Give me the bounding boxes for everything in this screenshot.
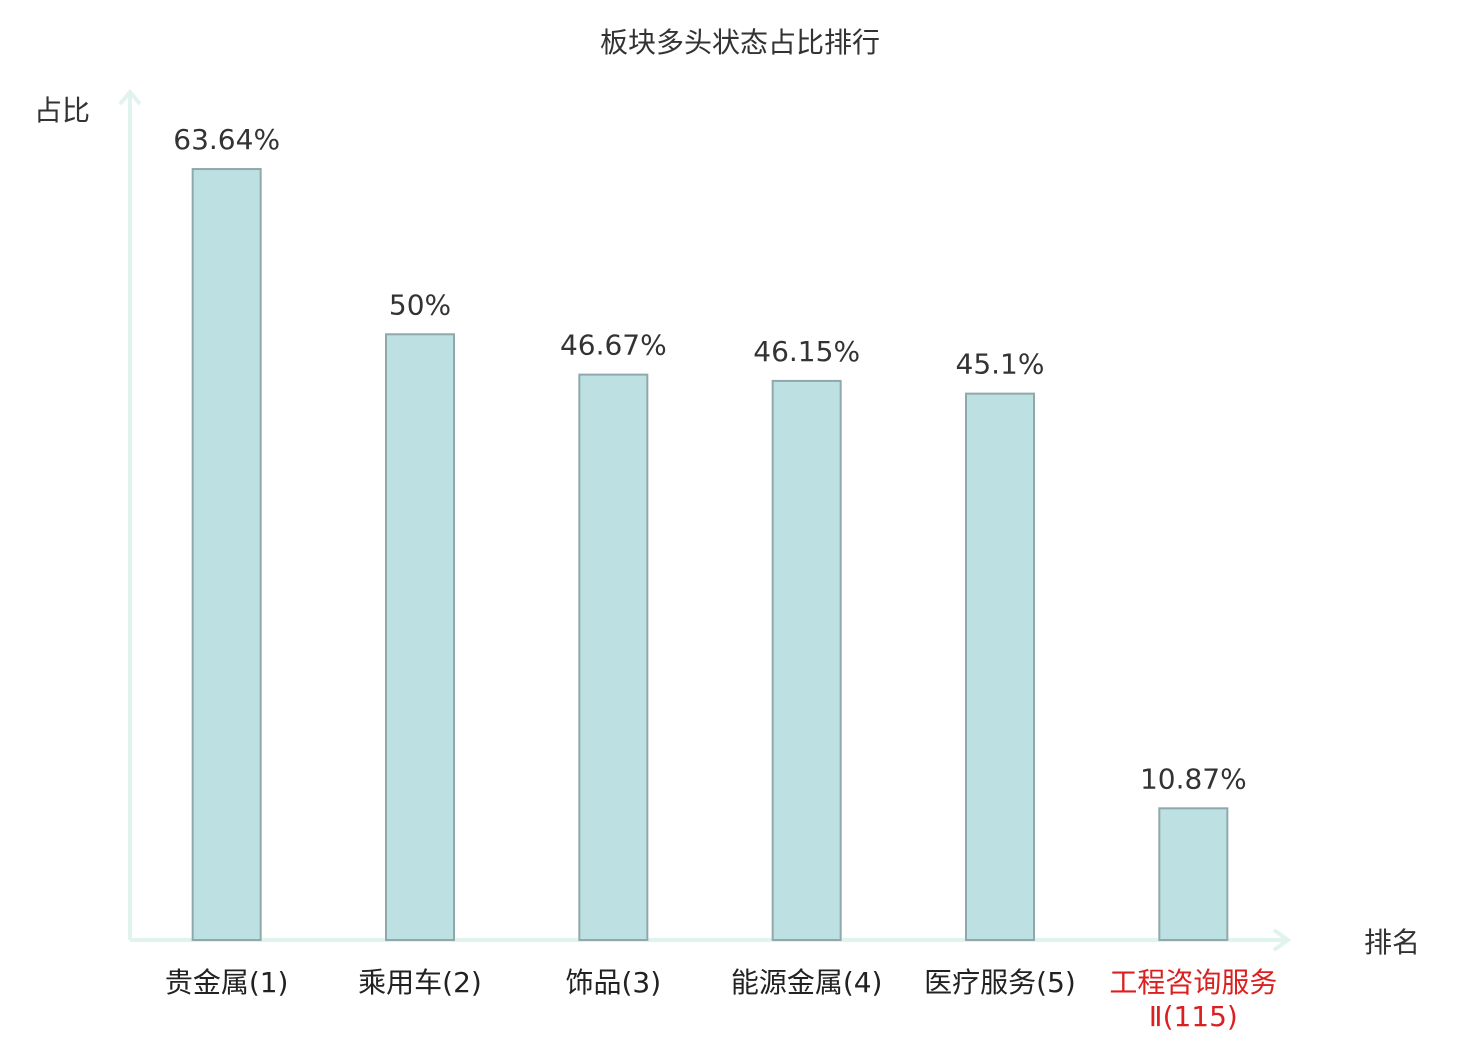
bar <box>965 392 1035 942</box>
x-tick-label: 工程咨询服务Ⅱ(115) <box>1109 966 1278 1033</box>
x-tick-label: 饰品(3) <box>565 966 662 999</box>
value-label: 45.1% <box>956 348 1045 381</box>
bar <box>385 333 455 941</box>
value-label: 63.64% <box>173 123 280 156</box>
x-tick-label: 贵金属(1) <box>164 966 289 999</box>
value-label: 50% <box>389 288 451 321</box>
x-tick-label: 乘用车(2) <box>358 966 482 999</box>
value-label: 10.87% <box>1140 762 1247 795</box>
chart-title: 板块多头状态占比排行 <box>600 26 880 59</box>
y-axis-label: 占比 <box>34 94 90 127</box>
x-arrow <box>1272 928 1292 952</box>
value-label: 46.15% <box>753 335 860 368</box>
x-tick-label: 能源金属(4) <box>730 966 883 999</box>
bar <box>578 373 649 941</box>
axes <box>118 88 1292 952</box>
bar <box>191 168 262 941</box>
bar <box>1158 807 1229 941</box>
x-tick-label: 医疗服务(5) <box>924 966 1076 999</box>
x-axis-label: 排名 <box>1364 926 1420 959</box>
bar <box>771 379 842 941</box>
value-label: 46.67% <box>560 329 667 362</box>
y-arrow <box>118 88 142 106</box>
